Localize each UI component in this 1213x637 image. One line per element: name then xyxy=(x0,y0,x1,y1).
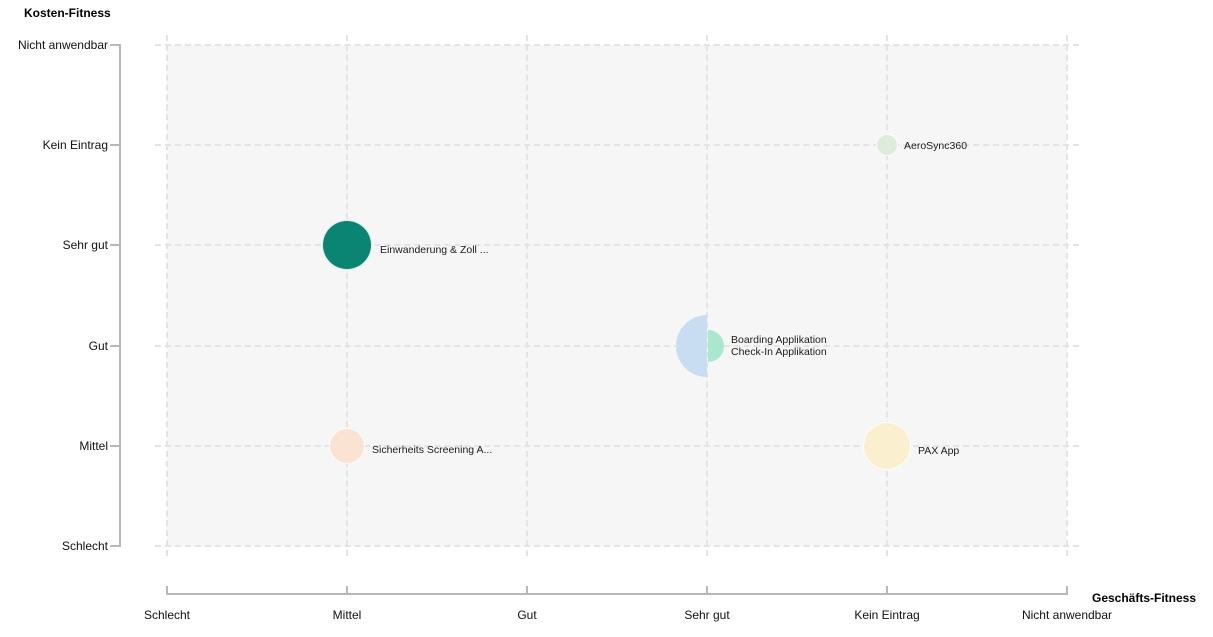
bubble-label: PAX App xyxy=(918,444,960,457)
y-axis-tick xyxy=(110,444,120,447)
y-axis-tick-label: Schlecht xyxy=(61,539,108,553)
y-axis-tick-label: Sehr gut xyxy=(62,238,108,253)
bubble-half-right[interactable] xyxy=(708,329,724,362)
gridline-vertical xyxy=(166,35,168,556)
gridline-vertical xyxy=(706,35,708,556)
y-axis-tick xyxy=(110,545,120,547)
x-axis-tick-label: Gut xyxy=(517,608,537,622)
x-axis-tick-label: Sehr gut xyxy=(684,608,730,622)
y-axis-tick-label: Nicht anwendbar xyxy=(17,38,108,52)
x-axis-tick xyxy=(526,586,528,594)
gridline-vertical xyxy=(1066,35,1068,556)
x-axis-tick-label: Schlecht xyxy=(143,608,191,622)
y-axis-tick xyxy=(110,44,120,46)
gridline-horizontal xyxy=(155,444,1079,447)
gridline-horizontal xyxy=(155,44,1079,46)
x-axis-tick xyxy=(706,586,708,594)
x-axis-title: Geschäfts-Fitness xyxy=(1092,591,1197,605)
y-axis-line xyxy=(119,44,121,547)
bubble-circle[interactable] xyxy=(863,421,911,470)
x-axis-tick-label: Mittel xyxy=(332,608,362,622)
gridline-horizontal xyxy=(155,144,1079,147)
y-axis-tick xyxy=(110,344,120,347)
bubble-label: AeroSync360 xyxy=(904,140,968,153)
y-axis-tick-label: Gut xyxy=(88,338,108,353)
gridline-horizontal xyxy=(155,244,1079,247)
gridline-vertical xyxy=(526,35,528,556)
bubble-circle[interactable] xyxy=(322,220,372,271)
bubble-circle[interactable] xyxy=(329,427,365,464)
gridline-horizontal xyxy=(155,344,1079,347)
y-axis-title: Kosten-Fitness xyxy=(24,6,111,20)
y-axis-tick-label: Mittel xyxy=(79,438,108,453)
x-axis-tick-label: Nicht anwendbar xyxy=(1021,608,1113,622)
x-axis-tick xyxy=(166,586,168,594)
gridline-horizontal xyxy=(155,545,1079,547)
bubble-label: Sicherheits Screening A... xyxy=(372,443,493,456)
x-axis-line xyxy=(166,593,1068,595)
x-axis-tick xyxy=(886,586,888,594)
bubble-circle[interactable] xyxy=(876,134,898,157)
y-axis-tick xyxy=(110,244,120,247)
y-axis-tick xyxy=(110,144,120,147)
gridline-vertical xyxy=(346,35,348,556)
bubble-label: Boarding Applikation xyxy=(731,333,827,346)
y-axis-tick-label: Kein Eintrag xyxy=(42,138,108,153)
gridline-vertical xyxy=(886,35,888,556)
x-axis-tick-label: Kein Eintrag xyxy=(854,608,920,622)
plot-area xyxy=(167,45,1067,546)
x-axis-tick xyxy=(346,586,348,594)
x-axis-tick xyxy=(1066,586,1068,594)
bubble-label: Check-In Applikation xyxy=(731,345,827,358)
bubble-label: Einwanderung & Zoll ... xyxy=(380,244,489,257)
